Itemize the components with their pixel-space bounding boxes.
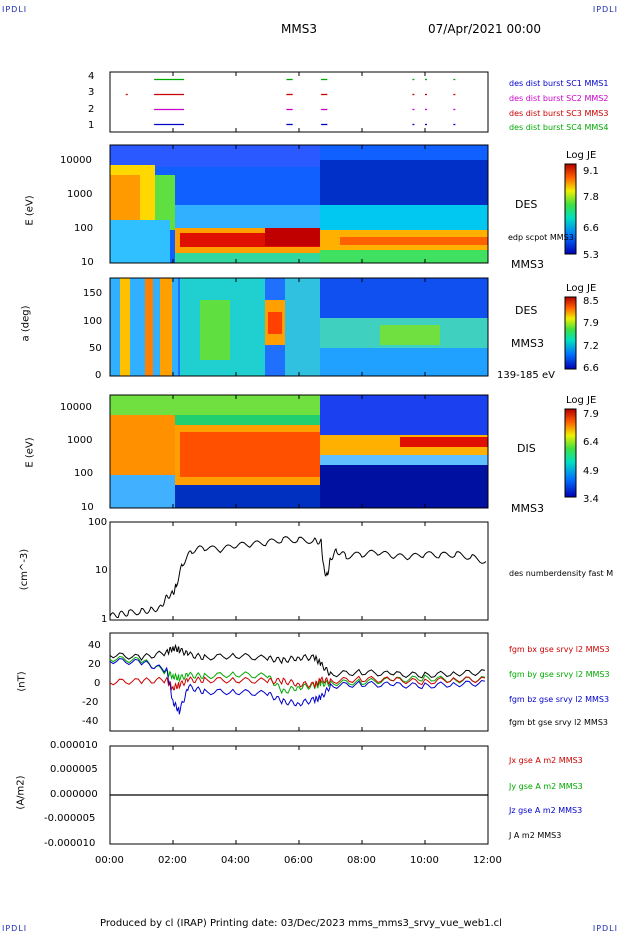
bfield-ytick: 20 [88,659,101,670]
burst-legend-mms2: des dist burst SC2 MMS2 [509,94,609,103]
dis-energy-cbar-tick: 3.4 [583,494,599,505]
current-ytick: 0.000010 [50,740,98,751]
current-ytick: -0.000010 [44,838,96,849]
des-energy-cbar-tick: 5.3 [583,250,599,261]
dis-energy-cbar-title: Log JE [566,395,597,406]
burst-ytick: 3 [88,87,95,98]
burst-legend-mms3: des dist burst SC3 MMS3 [509,109,609,118]
des-energy-ytick: 1000 [67,189,93,200]
current-legend-jy: Jy gse A m2 MMS3 [509,782,583,791]
time-tick: 04:00 [221,855,250,866]
footer-text: Produced by cl (IRAP) Printing date: 03/… [100,918,502,929]
burst-ytick: 4 [88,71,95,82]
des-energy-cbar-tick: 6.6 [583,223,599,234]
dis-energy-ytick: 1000 [67,435,93,446]
density-line [109,536,487,619]
current-ytick: -0.000005 [44,813,96,824]
time-tick: 10:00 [410,855,439,866]
des-pitch-cbar-tick: 7.2 [583,341,599,352]
time-tick: 02:00 [158,855,187,866]
bfield-legend-by: fgm by gse srvy l2 MMS3 [509,670,610,679]
bfield-line-bx [109,675,486,691]
dis-energy-colorbar [564,408,577,498]
current-ylabel: (A/m2) [15,775,27,810]
des-energy-overlay-label: edp scpot MMS3 [508,233,574,242]
des-energy-cbar-tick: 9.1 [583,166,599,177]
des-pitch-cbar-title: Log JE [566,283,597,294]
burst-legend-mms4: des dist burst SC4 MMS4 [509,123,609,132]
corner-label-top-right: IPDLI [592,5,618,14]
dis-energy-cbar-tick: 4.9 [583,466,599,477]
des-pitch-colorbar [564,296,577,370]
dis-energy-spectrogram [109,394,489,509]
des-pitch-cbar-tick: 8.5 [583,296,599,307]
dis-energy-cbar-tick: 7.9 [583,409,599,420]
burst-legend-mms1: des dist burst SC1 MMS1 [509,79,609,88]
spacecraft-title: MMS3 [281,22,317,36]
dis-energy-title: DIS [517,442,536,455]
des-pitch-ytick: 150 [83,288,103,299]
des-energy-cbar-title: Log JE [566,150,597,161]
des-energy-colorbar [564,163,577,255]
density-legend: des numberdensity fast M [509,569,614,578]
bfield-legend-bt: fgm bt gse srvy l2 MMS3 [509,718,608,727]
density-ylabel: (cm^-3) [19,548,31,591]
bfield-ytick: -40 [82,716,99,727]
bfield-ylabel: (nT) [16,671,28,692]
des-energy-cbar-tick: 7.8 [583,192,599,203]
time-tick: 00:00 [95,855,124,866]
des-pitch-side-label: MMS3 [511,337,544,350]
corner-label-bottom-right: IPDLI [592,924,618,933]
des-pitch-ytick: 0 [95,370,102,381]
burst-panel-frame [109,71,489,133]
bfield-ytick: 0 [94,678,101,689]
current-legend-jz: Jz gse A m2 MMS3 [509,806,583,815]
current-ytick: 0.000000 [50,789,98,800]
dis-energy-ytick: 10 [81,502,94,513]
burst-ytick: 2 [88,104,95,115]
des-energy-side-label: MMS3 [511,258,544,271]
des-pitch-ytick: 50 [89,343,102,354]
date-title: 07/Apr/2021 00:00 [428,22,542,36]
des-pitch-range-label: 139-185 eV [497,370,555,381]
bfield-panel-frame [109,632,489,732]
density-ytick: 10 [95,565,108,576]
des-energy-spectrogram [109,144,489,264]
dis-energy-ylabel: E (eV) [24,437,36,468]
time-tick: 12:00 [473,855,502,866]
des-energy-ytick: 10 [81,257,94,268]
bfield-line-bz [109,658,486,715]
burst-ytick: 1 [88,120,95,131]
bfield-ytick: 40 [88,640,101,651]
des-pitch-cbar-tick: 7.9 [583,318,599,329]
bfield-line-bt [109,643,486,679]
des-energy-title: DES [515,198,538,211]
des-energy-ylabel: E (eV) [24,195,36,226]
des-pitch-spectrogram [109,277,489,377]
bfield-legend-bx: fgm bx gse srvy l2 MMS3 [509,645,610,654]
des-energy-ytick: 100 [74,223,94,234]
corner-label-bottom-left: IPDLI [2,924,28,933]
dis-energy-ytick: 10000 [60,402,92,413]
current-ytick: 0.000005 [50,764,98,775]
bfield-legend-bz: fgm bz gse srvy l2 MMS3 [509,695,610,704]
dis-energy-ytick: 100 [74,468,94,479]
des-pitch-title: DES [515,304,538,317]
current-legend-j: J A m2 MMS3 [509,831,562,840]
bfield-ytick: -20 [82,697,99,708]
density-panel-frame [109,521,489,621]
density-ytick: 100 [88,517,108,528]
current-legend-jx: Jx gse A m2 MMS3 [509,756,583,765]
des-pitch-ylabel: a (deg) [20,305,32,342]
density-ytick: 1 [101,614,108,625]
time-tick: 08:00 [347,855,376,866]
dis-energy-side-label: MMS3 [511,502,544,515]
des-energy-ytick: 10000 [60,155,92,166]
time-tick: 06:00 [284,855,313,866]
des-pitch-ytick: 100 [83,316,103,327]
des-pitch-cbar-tick: 6.6 [583,363,599,374]
corner-label-top-left: IPDLI [2,5,28,14]
dis-energy-cbar-tick: 6.4 [583,437,599,448]
